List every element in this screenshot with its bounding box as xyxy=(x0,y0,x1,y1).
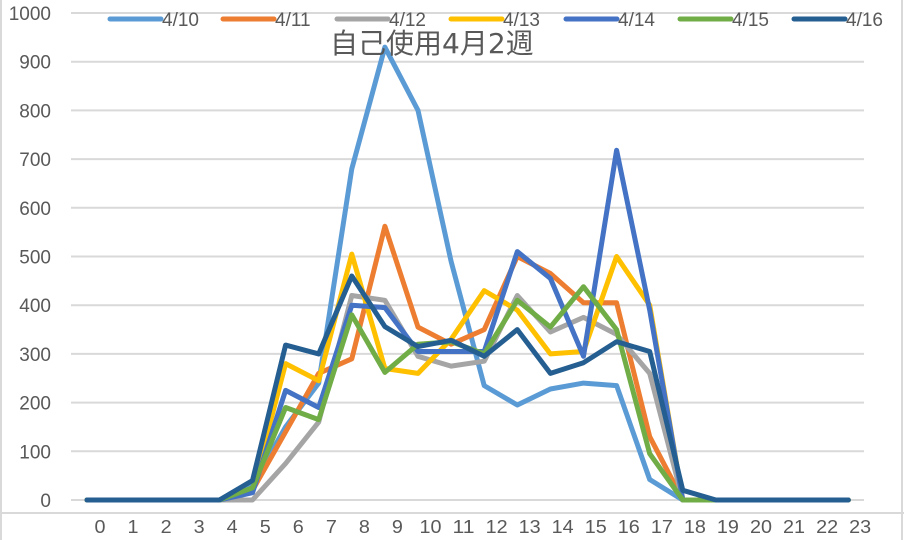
chart-border-bottom xyxy=(0,512,904,514)
legend-item: 4/15 xyxy=(677,10,769,31)
y-tick-label: 500 xyxy=(19,248,51,269)
x-tick-label: 12 xyxy=(486,517,508,537)
x-tick-label: 0 xyxy=(95,517,106,537)
x-tick-label: 22 xyxy=(816,517,838,537)
legend-item: 4/12 xyxy=(334,10,426,31)
x-tick-label: 13 xyxy=(519,517,541,537)
gridlines xyxy=(71,12,864,501)
y-tick-label: 700 xyxy=(19,150,51,171)
legend-label: 4/14 xyxy=(618,10,655,31)
x-tick-label: 15 xyxy=(585,517,607,537)
y-tick-label: 900 xyxy=(19,53,51,74)
x-tick-label: 5 xyxy=(260,517,271,537)
x-tick-label: 8 xyxy=(359,517,370,537)
legend-label: 4/13 xyxy=(503,10,540,31)
data-series xyxy=(84,44,851,503)
y-tick-label: 300 xyxy=(19,345,51,366)
y-tick-label: 800 xyxy=(19,101,51,122)
x-tick-label: 4 xyxy=(227,517,238,537)
legend-item: 4/10 xyxy=(107,10,199,31)
legend-item: 4/14 xyxy=(563,10,655,31)
y-tick-label: 100 xyxy=(19,442,51,463)
legend-item: 4/16 xyxy=(791,10,883,31)
x-tick-label: 10 xyxy=(420,517,442,537)
legend-label: 4/12 xyxy=(389,10,426,31)
x-tick-label: 6 xyxy=(293,517,304,537)
y-tick-label: 0 xyxy=(40,491,51,512)
series-line-4-10 xyxy=(84,44,851,503)
x-tick-label: 17 xyxy=(651,517,673,537)
y-tick-label: 400 xyxy=(19,296,51,317)
y-tick-label: 200 xyxy=(19,394,51,415)
legend-label: 4/16 xyxy=(846,10,883,31)
series-line-4-13 xyxy=(84,251,851,503)
x-tick-label: 23 xyxy=(849,517,871,537)
x-tick-label: 11 xyxy=(453,517,475,537)
x-tick-label: 2 xyxy=(161,517,172,537)
legend-label: 4/10 xyxy=(162,10,199,31)
y-tick-label: 1000 xyxy=(9,4,51,25)
legend-item: 4/11 xyxy=(220,10,311,31)
x-tick-label: 21 xyxy=(783,517,805,537)
x-tick-label: 3 xyxy=(194,517,205,537)
series-line-4-16 xyxy=(84,273,851,503)
y-tick-label: 600 xyxy=(19,199,51,220)
x-tick-label: 20 xyxy=(750,517,772,537)
chart-border-right xyxy=(901,0,903,540)
x-tick-label: 1 xyxy=(128,517,139,537)
x-tick-label: 19 xyxy=(717,517,739,537)
chart-border-left xyxy=(0,0,2,540)
x-tick-label: 7 xyxy=(326,517,337,537)
x-tick-label: 16 xyxy=(618,517,640,537)
chart-title: 自己使用4月2週 xyxy=(330,27,534,60)
legend-label: 4/11 xyxy=(275,10,311,31)
x-tick-label: 14 xyxy=(552,517,574,537)
x-tick-label: 9 xyxy=(392,517,403,537)
legend: 4/10 4/11 4/12 4/13 4/14 4/15 4/16 xyxy=(107,10,883,31)
y-axis-labels: 0 100 200 300 400 500 600 700 800 900 1000 xyxy=(9,4,51,512)
legend-item: 4/13 xyxy=(448,10,540,31)
x-tick-label: 18 xyxy=(684,517,706,537)
x-axis-labels: 0 1 2 3 4 5 6 7 8 9 10 11 12 13 14 15 16 17 18 19 20 21 22 23 xyxy=(95,517,872,537)
legend-label: 4/15 xyxy=(732,10,769,31)
